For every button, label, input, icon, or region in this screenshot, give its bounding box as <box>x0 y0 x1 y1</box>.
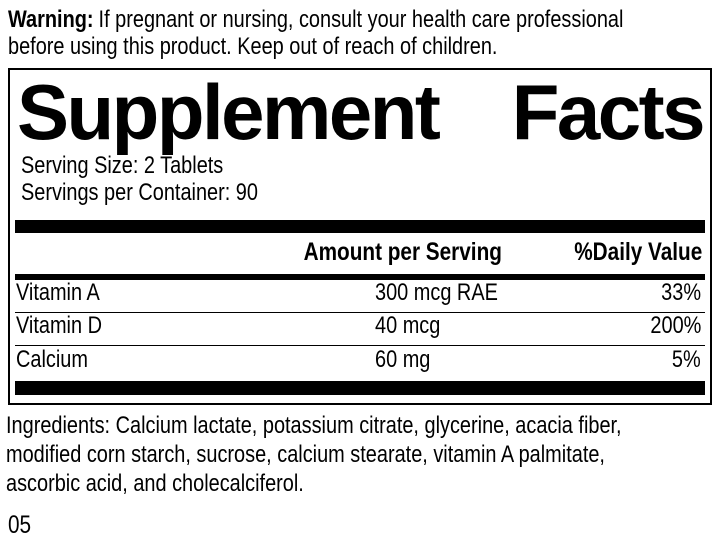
warning-text: Warning: If pregnant or nursing, consult … <box>8 6 720 60</box>
nutrient-daily-value: 5% <box>672 346 701 373</box>
table-row-calcium: Calcium 60 mg 5% <box>15 346 705 379</box>
supplement-facts-panel: Supplement Facts Serving Size: 2 Tablets… <box>8 68 712 405</box>
servings-per-container: Servings per Container: 90 <box>21 179 258 206</box>
serving-size: Serving Size: 2 Tablets <box>21 152 224 179</box>
nutrient-name: Vitamin A <box>16 279 100 306</box>
nutrient-amount: 60 mg <box>375 346 431 373</box>
warning-line-1-text: If pregnant or nursing, consult your hea… <box>98 6 624 33</box>
nutrient-name: Calcium <box>16 346 88 373</box>
nutrient-daily-value: 33% <box>661 279 701 306</box>
table-header-row: Amount per Serving %Daily Value <box>15 233 705 274</box>
column-header-amount: Amount per Serving <box>303 238 502 266</box>
panel-title: Supplement Facts <box>17 68 706 156</box>
ingredients-line-1: Ingredients: Calcium lactate, potassium … <box>6 412 622 439</box>
nutrient-amount: 300 mcg RAE <box>375 279 498 306</box>
lot-code: 05 <box>8 511 32 539</box>
nutrient-name: Vitamin D <box>16 312 102 339</box>
warning-label: Warning: <box>8 6 94 33</box>
ingredients-line-3: ascorbic acid, and cholecalciferol. <box>6 470 304 497</box>
ingredients-text: Ingredients: Calcium lactate, potassium … <box>6 411 720 498</box>
divider-thick-top <box>15 220 705 233</box>
column-header-daily-value: %Daily Value <box>573 238 702 266</box>
panel-title-word-2: Facts <box>511 68 706 156</box>
divider-thick-bottom <box>15 381 705 395</box>
nutrient-daily-value: 200% <box>650 312 701 339</box>
warning-line-2: before using this product. Keep out of r… <box>8 33 498 60</box>
warning-line-1: Warning: If pregnant or nursing, consult … <box>8 6 720 33</box>
table-row-vitamin-d: Vitamin D 40 mcg 200% <box>15 312 705 346</box>
table-row-vitamin-a: Vitamin A 300 mcg RAE 33% <box>15 279 705 313</box>
divider-medium-header <box>15 274 705 280</box>
ingredients-line-2: modified corn starch, sucrose, calcium s… <box>6 441 605 468</box>
nutrient-amount: 40 mcg <box>375 312 441 339</box>
panel-title-word-1: Supplement <box>17 68 441 156</box>
